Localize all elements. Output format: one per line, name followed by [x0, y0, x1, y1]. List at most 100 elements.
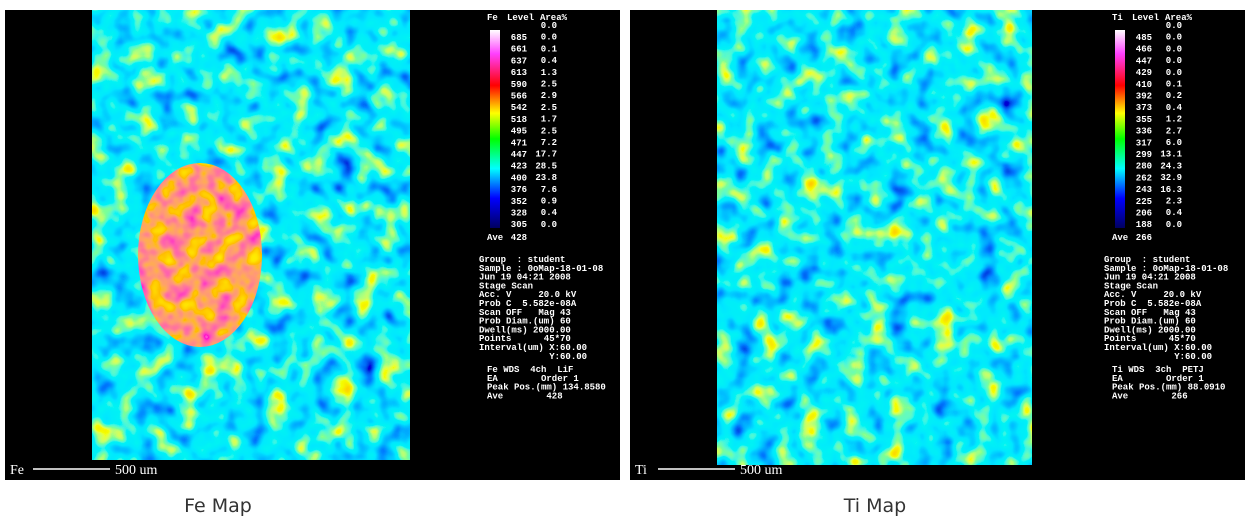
- info-line: Group : student: [1104, 255, 1190, 265]
- area-value: 0.1: [541, 44, 558, 54]
- level-value: 305: [511, 220, 527, 230]
- area-value: 6.0: [1166, 138, 1182, 148]
- level-value: 206: [1136, 209, 1152, 219]
- info-line: Y:60.00: [1104, 352, 1212, 362]
- level-value: 495: [511, 127, 527, 137]
- level-value: 299: [1136, 150, 1152, 160]
- caption: Ti Map: [843, 495, 906, 517]
- level-value: 566: [511, 92, 527, 102]
- info-line: Jun 19 04:21 2008: [1104, 273, 1196, 283]
- info-line: Group : student: [479, 255, 565, 265]
- level-value: 400: [511, 173, 527, 183]
- scale-label: 500 um: [740, 463, 783, 478]
- info-line: Interval(um) X:60.00: [1104, 343, 1212, 353]
- level-value: 262: [1136, 173, 1152, 183]
- level-value: 518: [511, 115, 527, 125]
- area-value: 7.6: [541, 185, 557, 195]
- area-value: 0.0: [1166, 68, 1182, 78]
- info-line: Points 45*70: [479, 334, 571, 344]
- level-value: 188: [1136, 220, 1152, 230]
- level-value: 355: [1136, 115, 1152, 125]
- area-value: 1.7: [541, 115, 557, 125]
- info-line: Scan OFF Mag 43: [1104, 308, 1196, 318]
- legend-area-header: Area%: [540, 13, 568, 23]
- level-value: 471: [511, 138, 528, 148]
- area-value: 23.8: [535, 173, 557, 183]
- area-value: 2.5: [541, 126, 557, 136]
- level-value: 243: [1136, 185, 1152, 195]
- area-value: 0.4: [1166, 103, 1183, 113]
- level-value: 423: [511, 162, 527, 172]
- area-value: 24.3: [1160, 161, 1182, 171]
- area-value: 2.5: [541, 80, 557, 90]
- caption: Fe Map: [184, 495, 252, 517]
- info-line: Interval(um) X:60.00: [479, 343, 587, 353]
- ave-value: 428: [511, 233, 527, 243]
- info-line: Y:60.00: [479, 352, 587, 362]
- level-value: 280: [1136, 162, 1152, 172]
- wds-line: Peak Pos.(mm) 88.0910: [1112, 383, 1225, 393]
- area-value: 0.1: [1166, 80, 1183, 90]
- area-value: 2.5: [541, 103, 557, 113]
- area-value: 1.2: [1166, 115, 1182, 125]
- area-value: 28.5: [535, 161, 557, 171]
- info-line: Acc. V 20.0 kV: [479, 290, 577, 300]
- ave-value: 266: [1136, 233, 1152, 243]
- area-value: 0.4: [1166, 208, 1183, 218]
- legend-level-header: Level: [507, 13, 535, 23]
- level-value: 328: [511, 209, 527, 219]
- area-value: 0.0: [1166, 21, 1182, 31]
- wds-line: EA Order 1: [487, 374, 579, 384]
- info-line: Prob C 5.582e-08A: [1104, 299, 1202, 309]
- level-value: 685: [511, 33, 527, 43]
- info-line: Sample : 0oMap-18-01-08: [1104, 264, 1228, 274]
- info-line: Dwell(ms) 2000.00: [479, 325, 571, 335]
- area-value: 0.4: [541, 56, 558, 66]
- area-value: 0.0: [541, 33, 557, 43]
- level-value: 376: [511, 185, 527, 195]
- legend-element: Ti: [1112, 13, 1123, 23]
- level-value: 429: [1136, 68, 1152, 78]
- legend-level-header: Level: [1132, 13, 1160, 23]
- area-value: 16.3: [1160, 185, 1182, 195]
- ave-label: Ave: [487, 233, 503, 243]
- wds-line: Ave 266: [1112, 391, 1188, 401]
- area-value: 13.1: [1160, 150, 1182, 160]
- wds-line: EA Order 1: [1112, 374, 1204, 384]
- area-value: 1.3: [541, 68, 557, 78]
- wds-line: Fe WDS 4ch LiF: [487, 365, 573, 375]
- area-value: 0.0: [541, 21, 557, 31]
- level-value: 225: [1136, 197, 1152, 207]
- area-value: 2.9: [541, 91, 557, 101]
- colorbar: [1115, 30, 1125, 228]
- level-value: 317: [1136, 138, 1152, 148]
- wds-line: Ave 428: [487, 391, 563, 401]
- scale-element: Ti: [635, 463, 647, 478]
- area-value: 0.9: [541, 197, 557, 207]
- area-value: 0.2: [1166, 91, 1182, 101]
- info-line: Stage Scan: [479, 281, 533, 291]
- level-value: 410: [1136, 80, 1152, 90]
- area-value: 2.7: [1166, 126, 1182, 136]
- wds-line: Peak Pos.(mm) 134.8580: [487, 383, 606, 393]
- level-value: 336: [1136, 127, 1152, 137]
- scale-element: Fe: [10, 463, 24, 478]
- level-value: 637: [511, 56, 527, 66]
- area-value: 17.7: [535, 150, 557, 160]
- info-line: Prob Diam.(um) 60: [1104, 317, 1196, 327]
- area-value: 0.0: [1166, 44, 1182, 54]
- area-value: 7.2: [541, 138, 557, 148]
- legend-element: Fe: [487, 13, 498, 23]
- fe-hotspot: [138, 163, 262, 347]
- info-line: Acc. V 20.0 kV: [1104, 290, 1202, 300]
- info-line: Scan OFF Mag 43: [479, 308, 571, 318]
- level-value: 661: [511, 45, 528, 55]
- level-value: 447: [1136, 56, 1152, 66]
- area-value: 0.0: [1166, 56, 1182, 66]
- info-line: Jun 19 04:21 2008: [479, 273, 571, 283]
- ave-label: Ave: [1112, 233, 1128, 243]
- level-value: 373: [1136, 103, 1152, 113]
- area-value: 0.0: [1166, 220, 1182, 230]
- area-value: 0.0: [541, 220, 557, 230]
- area-value: 0.4: [541, 208, 558, 218]
